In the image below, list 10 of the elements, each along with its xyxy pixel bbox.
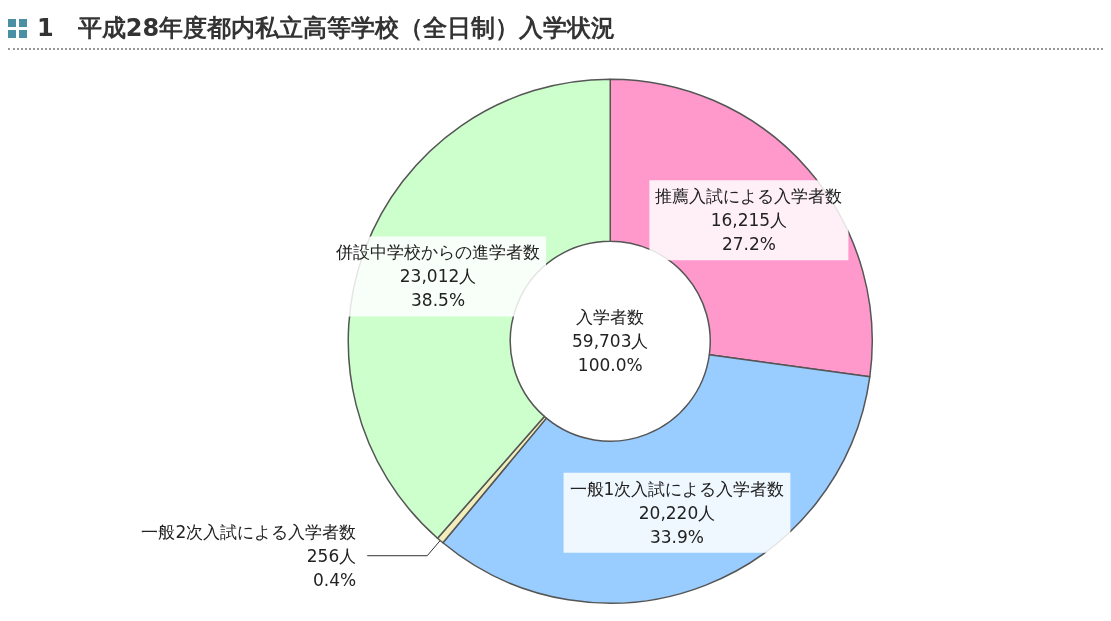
data-label: 16,215人 27.2% [710,210,788,255]
text: 入学者数 59,703人 100.0% [572,307,649,376]
data-label: 256人 0.4% [306,545,357,590]
data-label: 20,220人 33.9% [638,502,716,547]
slice-label: 推薦入試による入学者数 [655,186,843,207]
chart-title: 1 平成28年度都内私立高等学校（全日制）入学状況 [37,13,616,44]
slice-label: 一般1次入試による入学者数 [569,478,785,499]
slice-label: 併設中学校からの進学者数 [335,242,541,263]
slice-label: 一般2次入試による入学者数 [141,521,357,542]
data-label: 23,012人 38.5% [399,266,477,311]
